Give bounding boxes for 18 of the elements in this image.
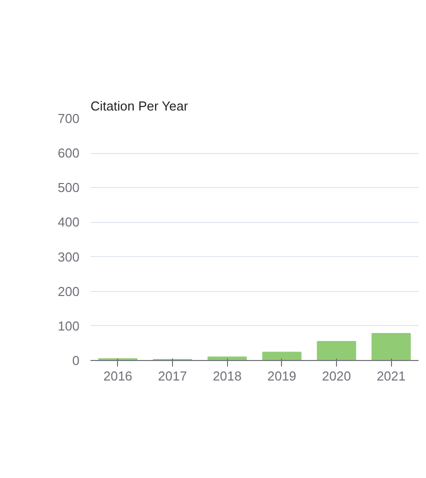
y-tick-label: 400 <box>58 214 80 230</box>
x-tick-label: 2019 <box>267 368 296 384</box>
bar <box>262 352 302 360</box>
y-tick-label: 700 <box>58 111 80 126</box>
bar <box>372 333 411 360</box>
x-tick-label: 2020 <box>322 368 351 384</box>
y-tick-label: 500 <box>58 180 80 196</box>
y-tick-label: 600 <box>58 146 80 161</box>
y-tick-label: 100 <box>58 318 80 334</box>
x-tick-label: 2016 <box>103 368 132 384</box>
x-tick-label: 2021 <box>376 368 406 384</box>
bar <box>316 340 356 360</box>
x-tick-label: 2018 <box>212 368 242 384</box>
y-tick-label: 0 <box>72 353 80 368</box>
chart-title: Citation Per Year <box>90 98 189 114</box>
y-tick-label: 200 <box>58 284 80 299</box>
x-tick-label: 2017 <box>158 368 187 384</box>
y-tick-label: 300 <box>58 249 80 264</box>
